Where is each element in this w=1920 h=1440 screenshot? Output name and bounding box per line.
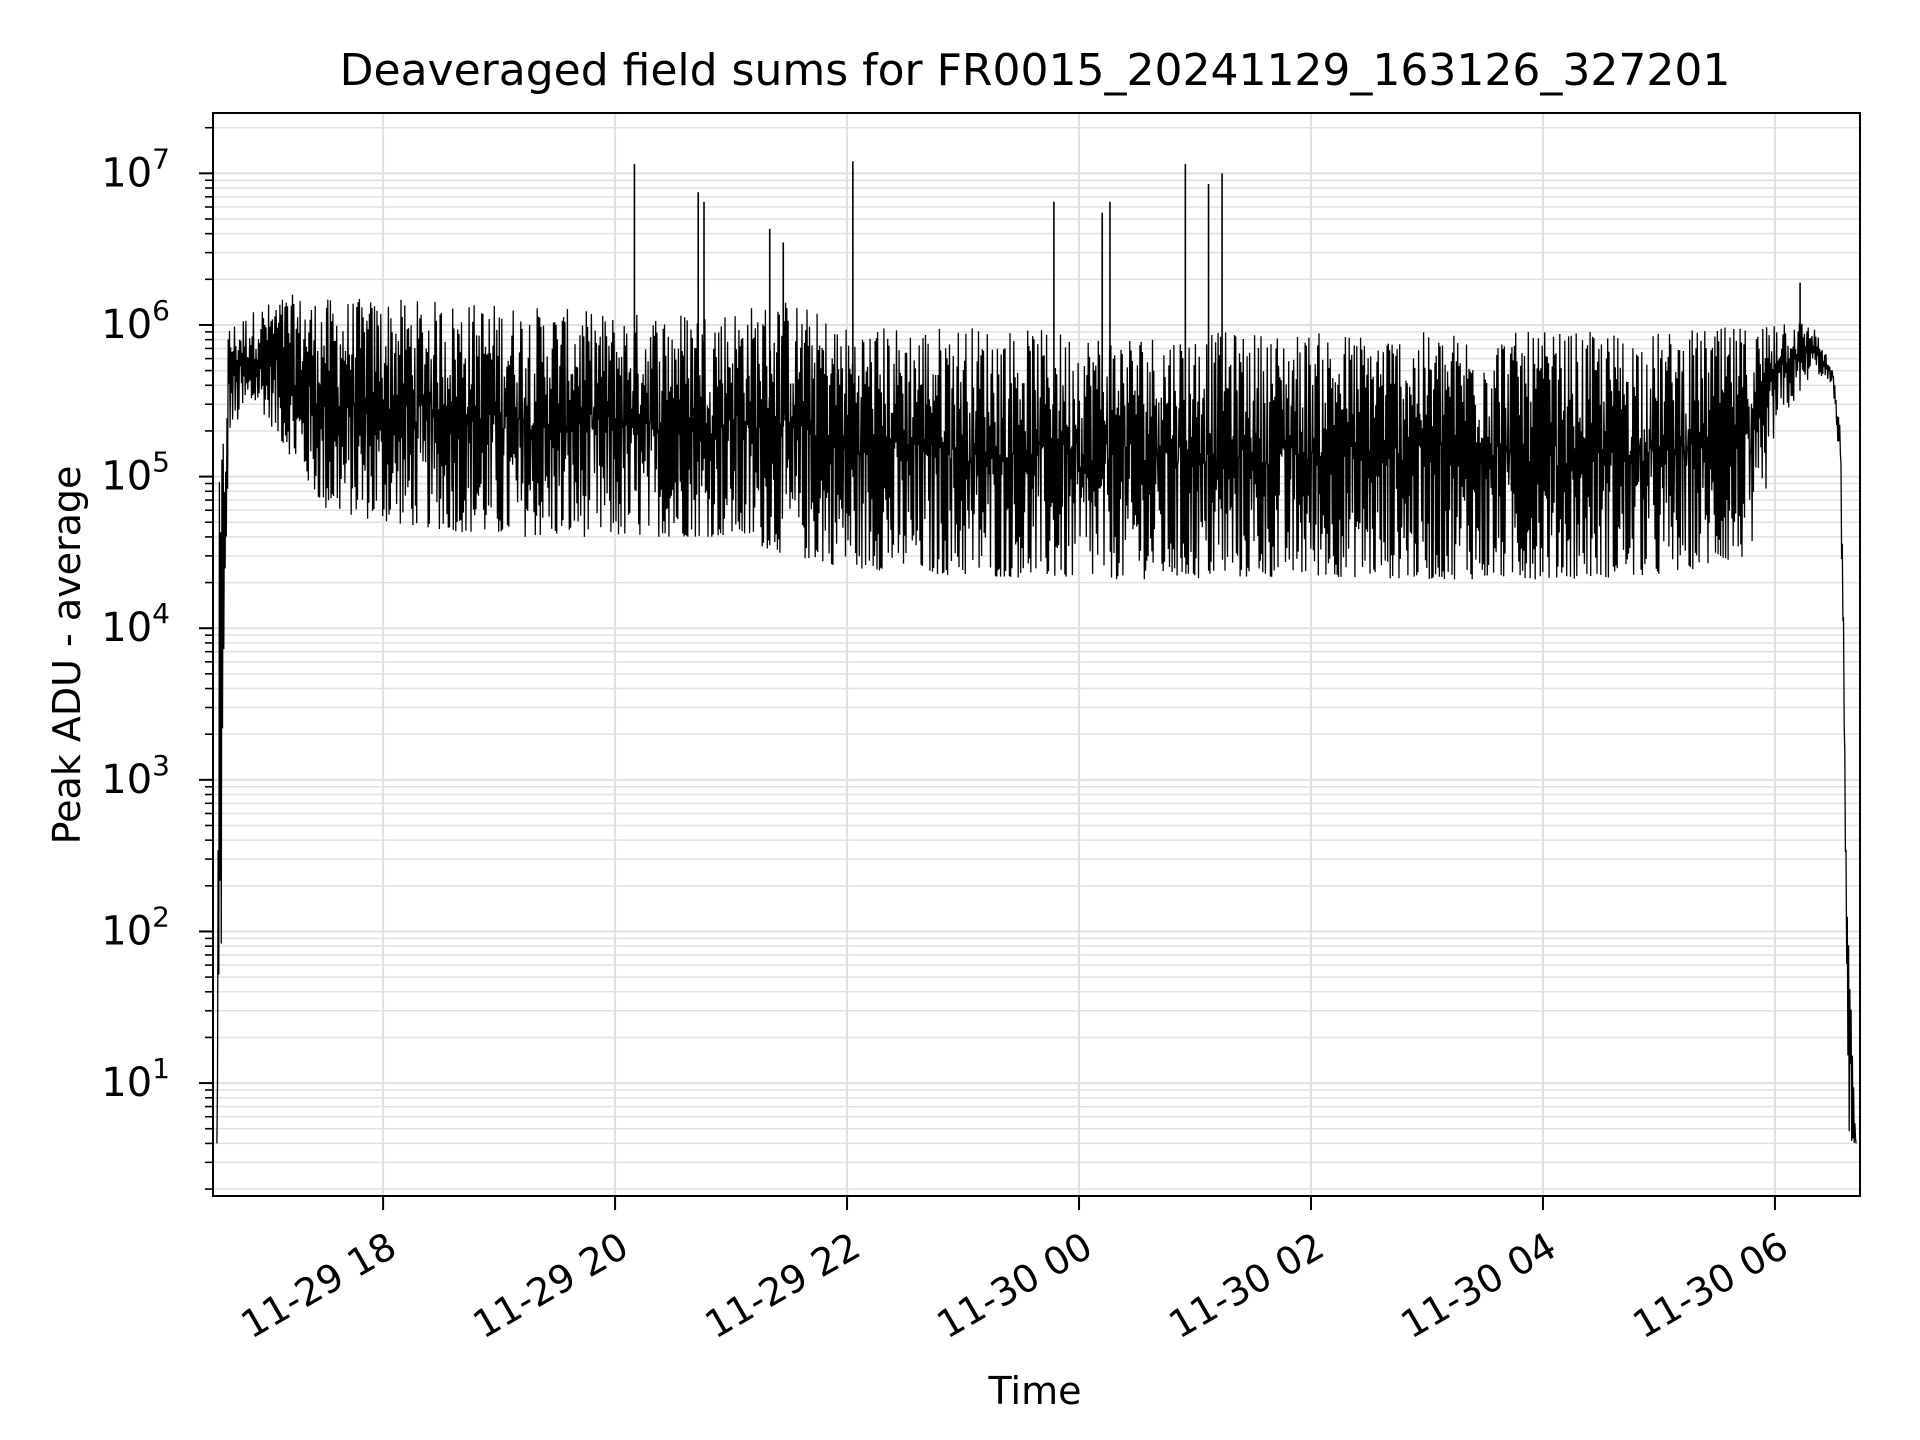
x-tick-label: 11-30 06 bbox=[1625, 1224, 1795, 1348]
y-tick-label: 102 bbox=[101, 900, 170, 954]
chart-title: Deaveraged field sums for FR0015_2024112… bbox=[340, 45, 1731, 96]
y-tick-label: 101 bbox=[101, 1052, 170, 1106]
plot-area bbox=[216, 161, 1857, 1144]
y-tick-label: 104 bbox=[101, 597, 170, 651]
x-tick-label: 11-29 18 bbox=[234, 1224, 404, 1348]
y-tick-label: 107 bbox=[101, 142, 170, 196]
y-tick-label: 105 bbox=[101, 446, 170, 500]
series-line bbox=[216, 294, 1857, 1144]
x-axis-label: Time bbox=[988, 1369, 1082, 1413]
y-axis: 101 102 103 104 105 106 107 bbox=[101, 126, 213, 1190]
x-tick-label: 11-29 22 bbox=[698, 1224, 868, 1348]
x-axis: 11-29 18 11-29 20 11-29 22 11-30 00 11-30 02… bbox=[234, 1196, 1795, 1348]
axes-frame bbox=[212, 112, 1861, 1197]
x-tick-label: 11-30 04 bbox=[1394, 1224, 1564, 1348]
x-tick-label: 11-29 20 bbox=[466, 1224, 636, 1348]
grid bbox=[213, 113, 1860, 1196]
y-axis-label: Peak ADU - average bbox=[45, 466, 89, 845]
x-tick-label: 11-30 02 bbox=[1162, 1224, 1332, 1348]
y-tick-label: 106 bbox=[101, 294, 170, 348]
x-tick-label: 11-30 00 bbox=[930, 1224, 1100, 1348]
y-tick-label: 103 bbox=[101, 749, 170, 803]
